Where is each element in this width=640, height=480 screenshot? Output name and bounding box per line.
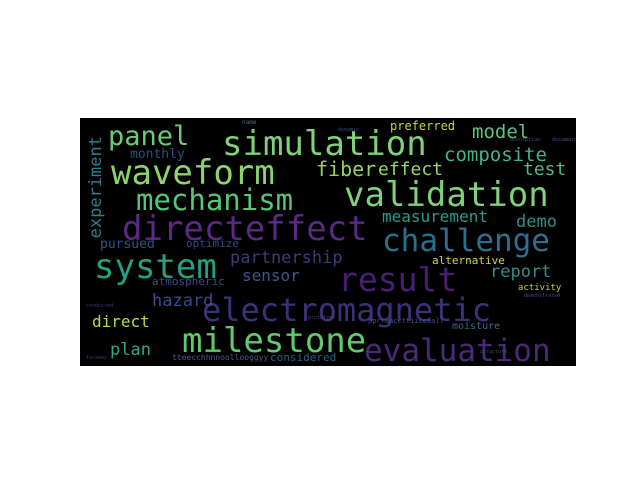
- word-practical: pprraaccttiiccaall: [368, 317, 444, 325]
- word-considered: considered: [270, 351, 337, 364]
- word-sensor: sensor: [242, 266, 300, 285]
- word-fiber: fiber: [316, 157, 377, 181]
- word-model: model: [472, 121, 530, 143]
- word-plan: plan: [110, 340, 151, 360]
- word-demo: demo: [516, 212, 557, 232]
- word-hazard: hazard: [152, 291, 214, 311]
- word-measurement: measurement: [382, 207, 488, 226]
- word-alternative: alternative: [432, 254, 505, 267]
- word-dynamic: dynamic: [338, 127, 360, 133]
- word-cloud: simulation waveform validation mechanism…: [80, 118, 576, 366]
- word-experiment: experiment: [86, 136, 106, 239]
- word-test: test: [523, 159, 567, 180]
- word-mechanism: mechanism: [136, 183, 294, 217]
- word-simulation: simulation: [222, 124, 427, 164]
- word-optimize: optimize: [186, 237, 239, 250]
- word-result: result: [338, 260, 458, 299]
- word-activity: activity: [518, 283, 562, 293]
- word-technology: tteecchhnnoollooggyy: [172, 353, 269, 362]
- word-directeffect: directeffect: [122, 209, 368, 249]
- word-document: document: [552, 137, 576, 143]
- word-panel: panel: [108, 121, 190, 152]
- word-waveform: waveform: [111, 153, 275, 193]
- word-partnership: partnership: [230, 248, 343, 268]
- word-direct: direct: [92, 312, 150, 331]
- word-faraday: faraday: [86, 355, 108, 361]
- word-electromagnetic: electromagnetic: [202, 291, 491, 329]
- word-pursued: pursued: [100, 237, 155, 252]
- word-demonstrated: demonstrated: [524, 293, 561, 299]
- word-conducted: conducted: [86, 303, 114, 309]
- word-report: report: [490, 262, 552, 282]
- word-evaluation: evaluation: [364, 333, 551, 367]
- word-milestone: milestone: [182, 321, 367, 361]
- word-validation: validation: [344, 175, 549, 215]
- word-effect: effect: [378, 159, 444, 180]
- word-preferred: preferred: [390, 119, 456, 133]
- word-system: system: [94, 247, 217, 287]
- word-monthly: monthly: [130, 147, 185, 162]
- word-atmospheric: atmospheric: [152, 275, 225, 288]
- word-name: name: [242, 119, 257, 126]
- word-composite: composite: [444, 144, 547, 166]
- word-challenge: challenge: [382, 223, 550, 259]
- word-prototype: prototype: [308, 315, 336, 321]
- word-moisture: moisture: [452, 321, 501, 332]
- word-absorption: absorption: [510, 137, 541, 143]
- word-structure: structure: [480, 349, 508, 355]
